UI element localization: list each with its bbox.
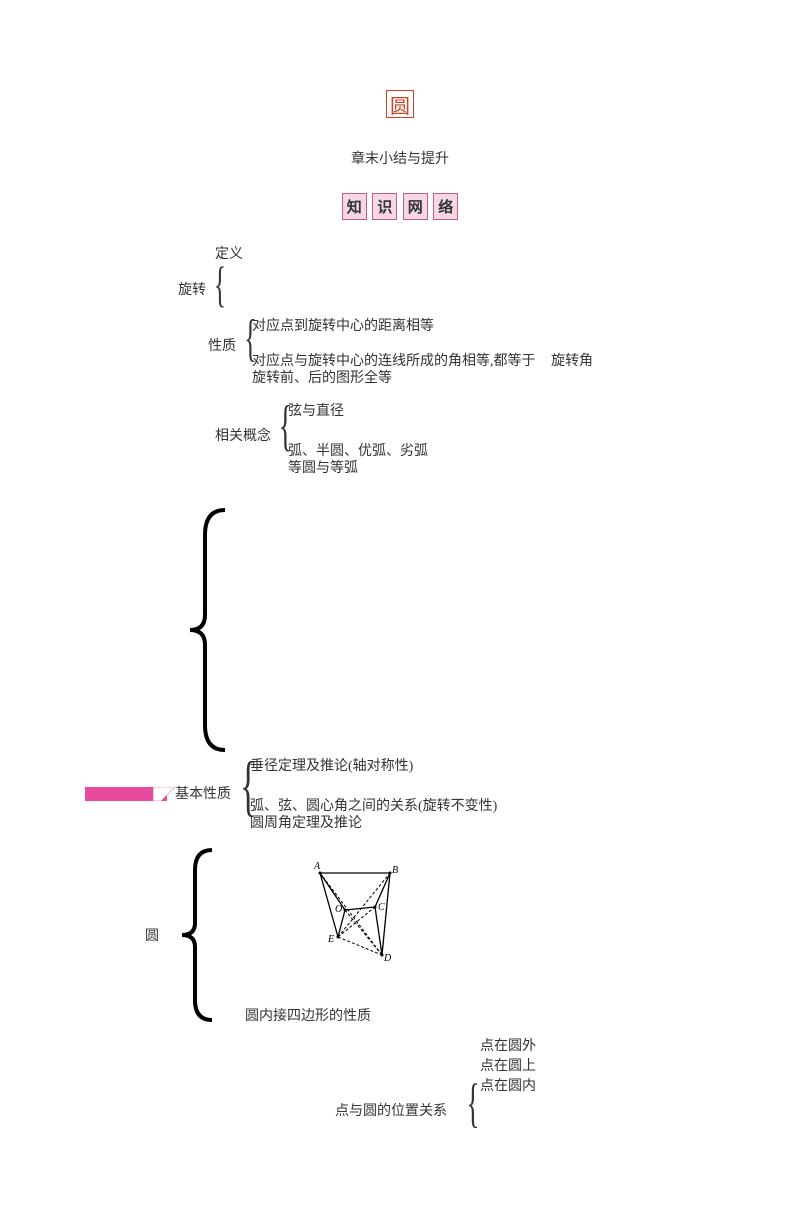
subtitle: 章末小结与提升 bbox=[0, 148, 800, 168]
diagram-label: A bbox=[313, 861, 321, 872]
node-concept: 弦与直径 bbox=[288, 400, 344, 420]
prop-text: 旋转角 bbox=[551, 354, 593, 369]
node-bp: 垂径定理及推论(轴对称性) bbox=[250, 755, 413, 775]
node-pos: 点在圆外 bbox=[480, 1035, 536, 1055]
node-pos: 点在圆上 bbox=[480, 1055, 536, 1075]
diagram-label: D bbox=[383, 953, 392, 964]
section-header: 知 识 网 络 bbox=[0, 193, 800, 220]
node-concept: 等圆与等弧 bbox=[288, 457, 358, 477]
pink-marker-icon bbox=[85, 787, 175, 801]
diagram-label: C bbox=[378, 902, 385, 913]
large-brace-icon bbox=[170, 845, 230, 1025]
node-pos: 点在圆内 bbox=[480, 1075, 536, 1095]
header-char: 识 bbox=[372, 193, 397, 220]
node-jibenxingzhi: 基本性质 bbox=[175, 783, 231, 803]
large-brace-icon bbox=[180, 505, 240, 755]
node-neijie: 圆内接四边形的性质 bbox=[245, 1005, 371, 1025]
page-title: 圆 bbox=[386, 90, 414, 118]
node-bp: 圆周角定理及推论 bbox=[250, 812, 362, 832]
header-char: 络 bbox=[433, 193, 458, 220]
node-xianggai: 相关概念 bbox=[215, 425, 271, 445]
diagram-label: O bbox=[335, 904, 342, 915]
node-prop: 对应点到旋转中心的距离相等 bbox=[252, 315, 434, 335]
node-xingzhi: 性质 bbox=[208, 335, 236, 355]
header-char: 网 bbox=[403, 193, 428, 220]
node-dianyuyuan: 点与圆的位置关系 bbox=[335, 1100, 447, 1120]
brace-icon: { bbox=[466, 1085, 479, 1123]
diagram-label: B bbox=[392, 865, 398, 876]
node-prop: 旋转前、后的图形全等 bbox=[252, 367, 392, 387]
geometry-diagram: A B O C E D bbox=[290, 855, 430, 975]
node-yuan: 圆 bbox=[145, 925, 159, 945]
header-char: 知 bbox=[342, 193, 367, 220]
node-xuanzhuan: 旋转 bbox=[178, 279, 206, 299]
diagram-label: E bbox=[327, 934, 334, 945]
brace-icon: { bbox=[214, 267, 226, 302]
